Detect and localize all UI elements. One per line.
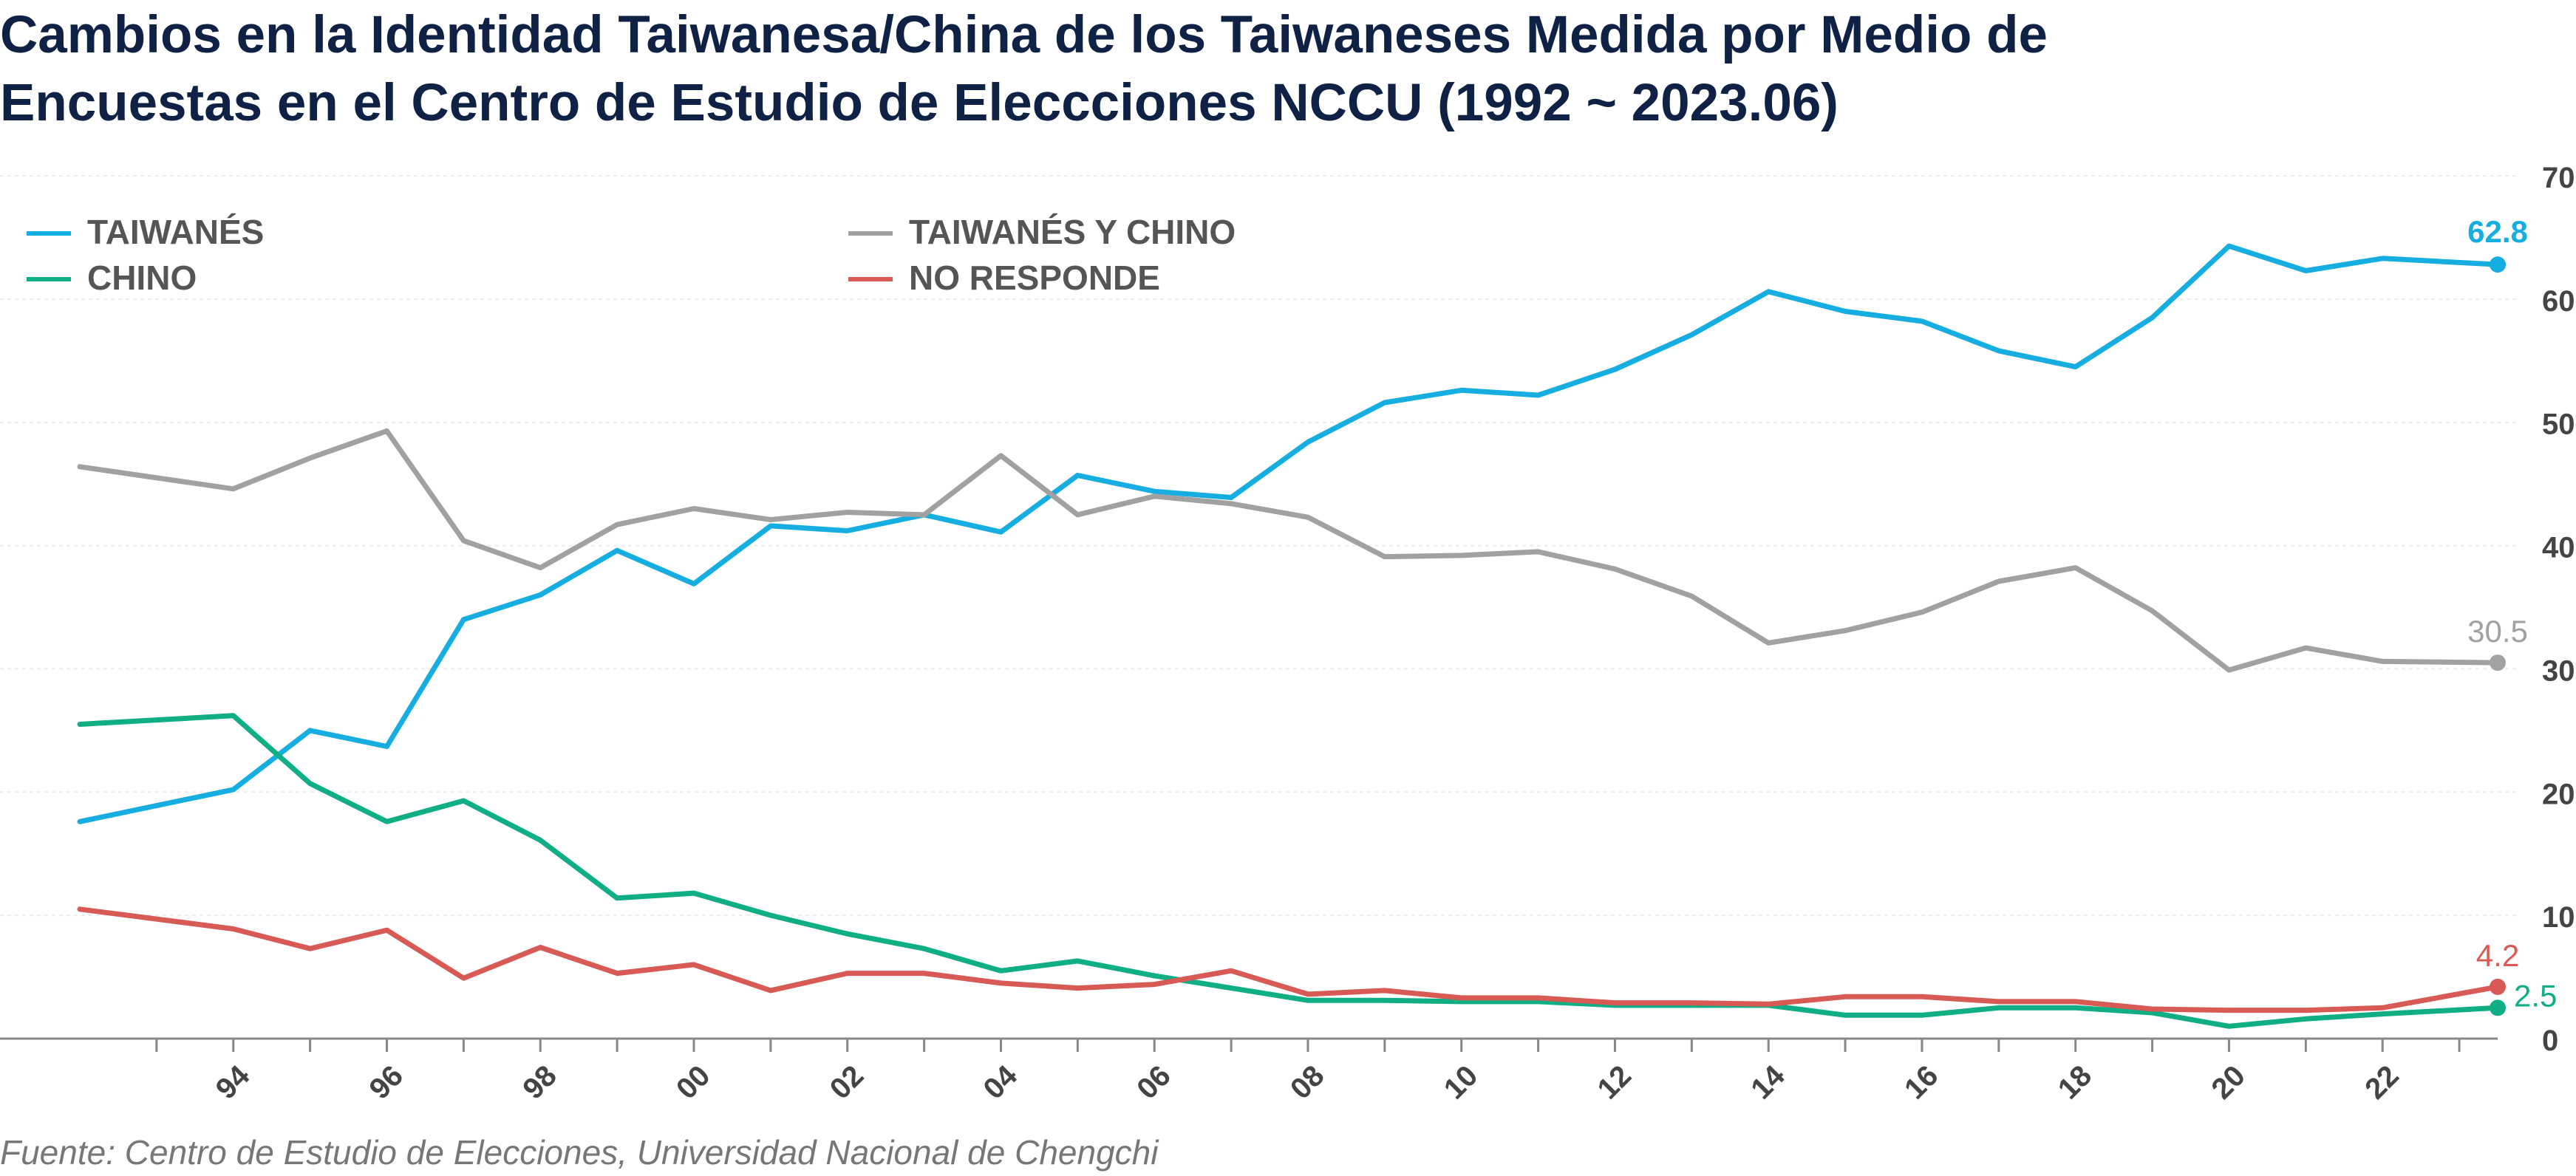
x-tick-label: 10	[1438, 1059, 1485, 1106]
legend-label-chino: CHINO	[87, 259, 197, 297]
x-tick-label: 04	[977, 1059, 1023, 1105]
x-axis: 94 96 98 00 02 04 06 08 10 12 14 16 18 20 22	[0, 1037, 2498, 1106]
x-tick-label: 22	[2359, 1059, 2405, 1106]
x-tick-label: 06	[1131, 1059, 1177, 1106]
series-line-taiwan-s	[77, 243, 2501, 824]
end-label-taiwan-s: 62.8	[2467, 214, 2528, 249]
y-tick-label: 30	[2542, 654, 2575, 687]
source-note: Fuente: Centro de Estudio de Elecciones,…	[0, 1133, 1159, 1172]
x-tick-label: 18	[2052, 1059, 2099, 1106]
x-tick-label: 94	[210, 1059, 256, 1105]
end-point-taiwan-s-y-chino	[2490, 654, 2506, 671]
x-tick-label: 00	[670, 1059, 717, 1106]
x-tick-label: 98	[517, 1059, 563, 1106]
y-tick-label: 10	[2542, 901, 2575, 934]
x-tick-label: 20	[2205, 1059, 2252, 1106]
legend-label-taiwan-s-y-chino: TAIWANÉS Y CHINO	[909, 213, 1236, 251]
end-point-chino	[2490, 999, 2506, 1016]
end-label-chino: 2.5	[2514, 978, 2557, 1013]
series-lines: 62.8 30.5 2.5 4.2	[77, 214, 2557, 1029]
y-tick-label: 40	[2542, 532, 2575, 564]
x-tick-label: 12	[1591, 1059, 1638, 1106]
y-tick-label: 20	[2542, 778, 2575, 810]
y-tick-label: 60	[2542, 285, 2575, 318]
end-point-taiwan-s	[2490, 256, 2506, 273]
x-tick-label: 16	[1898, 1059, 1945, 1106]
y-tick-label: 70	[2542, 162, 2575, 194]
series-line-chino	[77, 713, 2501, 1029]
gridlines	[0, 175, 2520, 917]
legend: TAIWANÉS CHINO TAIWANÉS Y CHINO NO RESPONDE	[27, 213, 1236, 297]
series-line-no-responde	[77, 906, 2501, 1013]
x-tick-label: 14	[1745, 1059, 1791, 1105]
end-label-taiwan-s-y-chino: 30.5	[2467, 614, 2528, 649]
series-line-taiwan-s-y-chino	[77, 428, 2501, 673]
x-tick-label: 02	[824, 1059, 870, 1106]
chart-title: Cambios en la Identidad Taiwanesa/China …	[0, 6, 2048, 132]
x-tick-label: 08	[1284, 1059, 1331, 1106]
legend-label-no-responde: NO RESPONDE	[909, 259, 1160, 297]
y-tick-label: 0	[2542, 1025, 2558, 1057]
y-tick-label: 50	[2542, 408, 2575, 441]
x-tick-label: 96	[363, 1059, 409, 1106]
legend-label-taiwan-s: TAIWANÉS	[87, 213, 264, 251]
y-axis-tick-labels: 0 10 20 30 40 50 60 70	[2542, 162, 2575, 1057]
end-point-no-responde	[2490, 978, 2506, 995]
end-label-no-responde: 4.2	[2476, 938, 2519, 973]
